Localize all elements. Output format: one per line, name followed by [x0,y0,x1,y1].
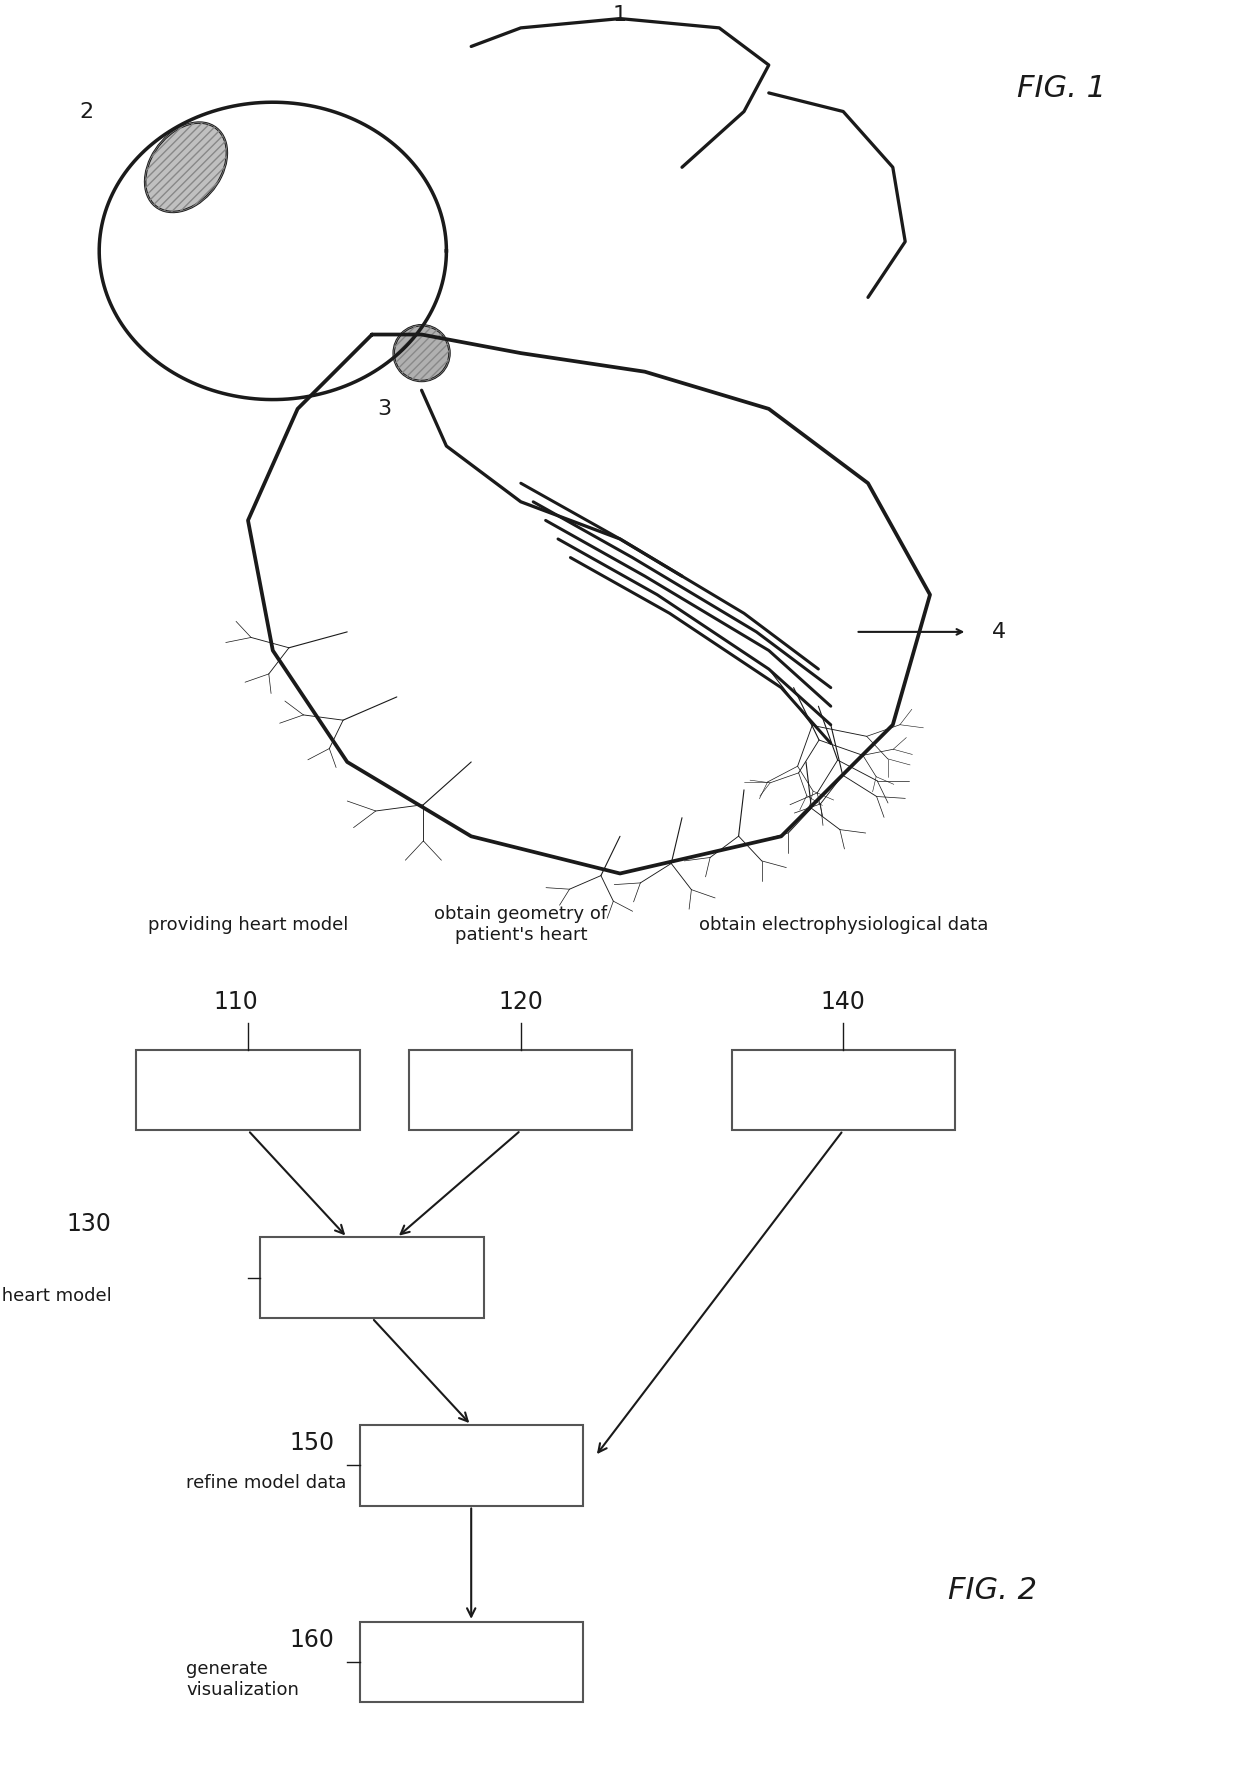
Text: obtain electrophysiological data: obtain electrophysiological data [698,915,988,935]
Text: FIG. 2: FIG. 2 [947,1576,1037,1605]
FancyBboxPatch shape [732,1051,955,1131]
Text: 150: 150 [290,1431,335,1455]
Text: 4: 4 [992,622,1006,642]
Text: 140: 140 [821,990,866,1013]
Text: 1: 1 [613,5,627,25]
Text: 110: 110 [213,990,258,1013]
FancyBboxPatch shape [360,1426,583,1505]
Ellipse shape [145,123,227,213]
FancyBboxPatch shape [260,1237,484,1319]
Text: 120: 120 [498,990,543,1013]
FancyBboxPatch shape [360,1623,583,1701]
Text: 3: 3 [377,399,392,418]
Text: FIG. 1: FIG. 1 [1017,75,1106,104]
Text: refine model data: refine model data [186,1474,346,1492]
FancyBboxPatch shape [409,1051,632,1131]
Text: generate
visualization: generate visualization [186,1660,299,1699]
Text: 130: 130 [67,1212,112,1237]
Text: 2: 2 [79,102,94,122]
Text: obtain geometry of
patient's heart: obtain geometry of patient's heart [434,906,608,944]
Text: providing heart model: providing heart model [148,915,348,935]
Ellipse shape [394,325,449,381]
Text: 160: 160 [290,1628,335,1651]
Text: adapting heart model: adapting heart model [0,1287,112,1305]
FancyBboxPatch shape [136,1051,360,1131]
